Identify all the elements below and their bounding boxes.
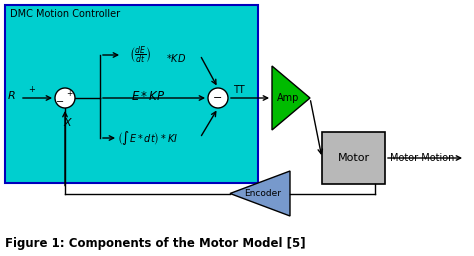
Text: −: − — [213, 93, 223, 103]
Polygon shape — [272, 66, 310, 130]
Text: $\left(\int E*dt\right)*KI$: $\left(\int E*dt\right)*KI$ — [117, 129, 179, 147]
Text: Motor: Motor — [337, 153, 370, 163]
Text: TT: TT — [233, 85, 245, 95]
Text: $\left(\frac{dE}{dt}\right)$: $\left(\frac{dE}{dt}\right)$ — [129, 45, 151, 66]
Text: DMC Motion Controller: DMC Motion Controller — [10, 9, 120, 19]
Text: −: − — [56, 97, 64, 107]
Text: Motor Motion: Motor Motion — [390, 153, 455, 163]
Text: $*KD$: $*KD$ — [166, 52, 186, 64]
Polygon shape — [230, 171, 290, 216]
Circle shape — [208, 88, 228, 108]
Text: Encoder: Encoder — [245, 189, 282, 198]
Circle shape — [55, 88, 75, 108]
Text: +: + — [28, 86, 36, 94]
Bar — [5, 5, 258, 183]
Text: X: X — [63, 118, 71, 128]
Text: Figure 1: Components of the Motor Model [5]: Figure 1: Components of the Motor Model … — [5, 237, 306, 250]
Bar — [322, 132, 385, 184]
Text: R: R — [8, 91, 16, 101]
Text: Amp: Amp — [277, 93, 299, 103]
Text: $E*KP$: $E*KP$ — [131, 91, 165, 103]
Text: +: + — [66, 89, 72, 98]
